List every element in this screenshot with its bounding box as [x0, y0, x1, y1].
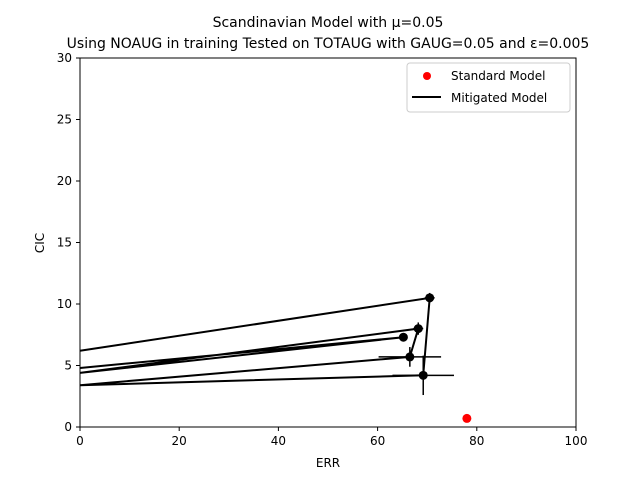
mitigated-point [405, 352, 415, 362]
y-axis: 0 5 10 15 20 25 30 [57, 51, 80, 434]
y-axis-label: CIC [33, 233, 47, 253]
y-tick-label: 0 [64, 420, 72, 434]
x-axis-label: ERR [316, 456, 340, 470]
y-tick-label: 10 [57, 297, 72, 311]
mitigated-point [398, 332, 408, 342]
y-tick-label: 25 [57, 113, 72, 127]
mitigated-point [425, 293, 435, 303]
plot-frame [79, 57, 577, 428]
y-tick-label: 15 [57, 236, 72, 250]
x-axis: 0 20 40 60 80 100 [76, 427, 587, 448]
legend-standard-marker [423, 72, 431, 80]
chart-title-line-2: Using NOAUG in training Tested on TOTAUG… [67, 36, 590, 52]
mitigated-point [413, 324, 423, 334]
plot-area [79, 292, 472, 423]
x-tick-label: 60 [370, 434, 385, 448]
x-tick-label: 40 [271, 434, 286, 448]
x-tick-label: 0 [76, 434, 84, 448]
legend-standard-label: Standard Model [451, 69, 545, 83]
legend-mitigated-label: Mitigated Model [451, 91, 547, 105]
y-tick-label: 20 [57, 174, 72, 188]
x-tick-label: 80 [469, 434, 484, 448]
y-tick-label: 5 [64, 359, 72, 373]
mitigated-model-line [79, 296, 431, 387]
standard-point [462, 413, 472, 423]
chart-title-line-1: Scandinavian Model with μ=0.05 [213, 15, 444, 31]
y-tick-label: 30 [57, 51, 72, 65]
legend: Standard Model Mitigated Model [406, 62, 571, 113]
mitigated-point [418, 370, 428, 380]
legend-frame [406, 62, 571, 113]
x-tick-label: 100 [565, 434, 588, 448]
x-tick-label: 20 [172, 434, 187, 448]
